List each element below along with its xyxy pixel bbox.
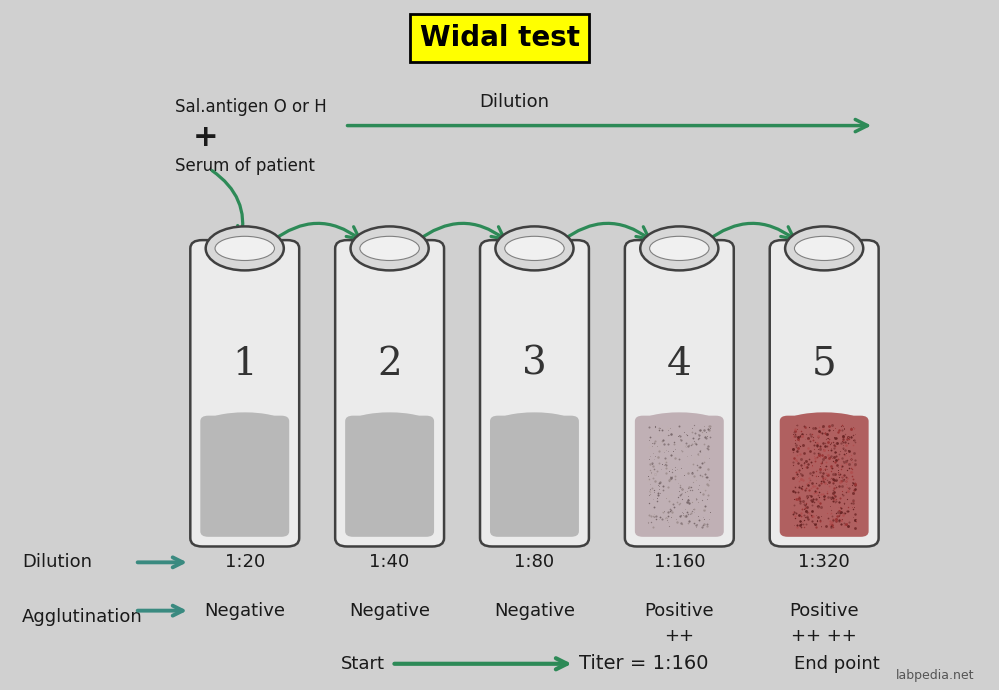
Text: ++: ++ [664, 627, 694, 645]
FancyBboxPatch shape [346, 415, 435, 537]
FancyBboxPatch shape [625, 240, 733, 546]
Text: 1:320: 1:320 [798, 553, 850, 571]
Text: Sal.antigen O or H: Sal.antigen O or H [175, 98, 327, 116]
Ellipse shape [794, 236, 854, 261]
Ellipse shape [643, 413, 715, 430]
Ellipse shape [504, 236, 564, 261]
Text: Serum of patient: Serum of patient [175, 157, 315, 175]
Ellipse shape [354, 413, 427, 430]
Text: Agglutination: Agglutination [22, 607, 143, 626]
Text: Negative: Negative [204, 602, 286, 620]
Ellipse shape [498, 413, 571, 430]
Text: Titer = 1:160: Titer = 1:160 [579, 654, 709, 673]
Ellipse shape [640, 226, 718, 270]
Ellipse shape [649, 236, 709, 261]
FancyBboxPatch shape [200, 415, 290, 537]
FancyBboxPatch shape [635, 415, 723, 537]
Text: Negative: Negative [349, 602, 431, 620]
Text: Positive: Positive [789, 602, 859, 620]
Text: 1:40: 1:40 [370, 553, 410, 571]
Text: 1:80: 1:80 [514, 553, 554, 571]
FancyBboxPatch shape [481, 240, 589, 546]
FancyBboxPatch shape [336, 240, 444, 546]
Text: 1:20: 1:20 [225, 553, 265, 571]
Text: ++ ++: ++ ++ [791, 627, 857, 645]
Ellipse shape [360, 236, 420, 261]
Text: Start: Start [341, 655, 385, 673]
Text: 4: 4 [667, 346, 691, 383]
Ellipse shape [496, 226, 573, 270]
Text: Positive: Positive [644, 602, 714, 620]
Ellipse shape [215, 236, 275, 261]
Text: Negative: Negative [494, 602, 575, 620]
Ellipse shape [787, 413, 861, 430]
Text: Widal test: Widal test [420, 24, 579, 52]
Text: Dilution: Dilution [480, 93, 549, 111]
Ellipse shape [206, 226, 284, 270]
Text: 2: 2 [378, 346, 402, 383]
Text: Dilution: Dilution [22, 553, 92, 571]
Ellipse shape [208, 413, 282, 430]
Text: 1:160: 1:160 [653, 553, 705, 571]
FancyBboxPatch shape [190, 240, 300, 546]
Ellipse shape [351, 226, 429, 270]
FancyBboxPatch shape [779, 415, 868, 537]
FancyBboxPatch shape [769, 240, 879, 546]
Text: +: + [193, 124, 219, 152]
Ellipse shape [785, 226, 863, 270]
Text: 3: 3 [522, 346, 546, 383]
Text: 5: 5 [812, 346, 836, 383]
Text: 1: 1 [233, 346, 257, 383]
Text: labpedia.net: labpedia.net [895, 669, 974, 682]
Text: End point: End point [794, 655, 880, 673]
FancyBboxPatch shape [491, 415, 579, 537]
